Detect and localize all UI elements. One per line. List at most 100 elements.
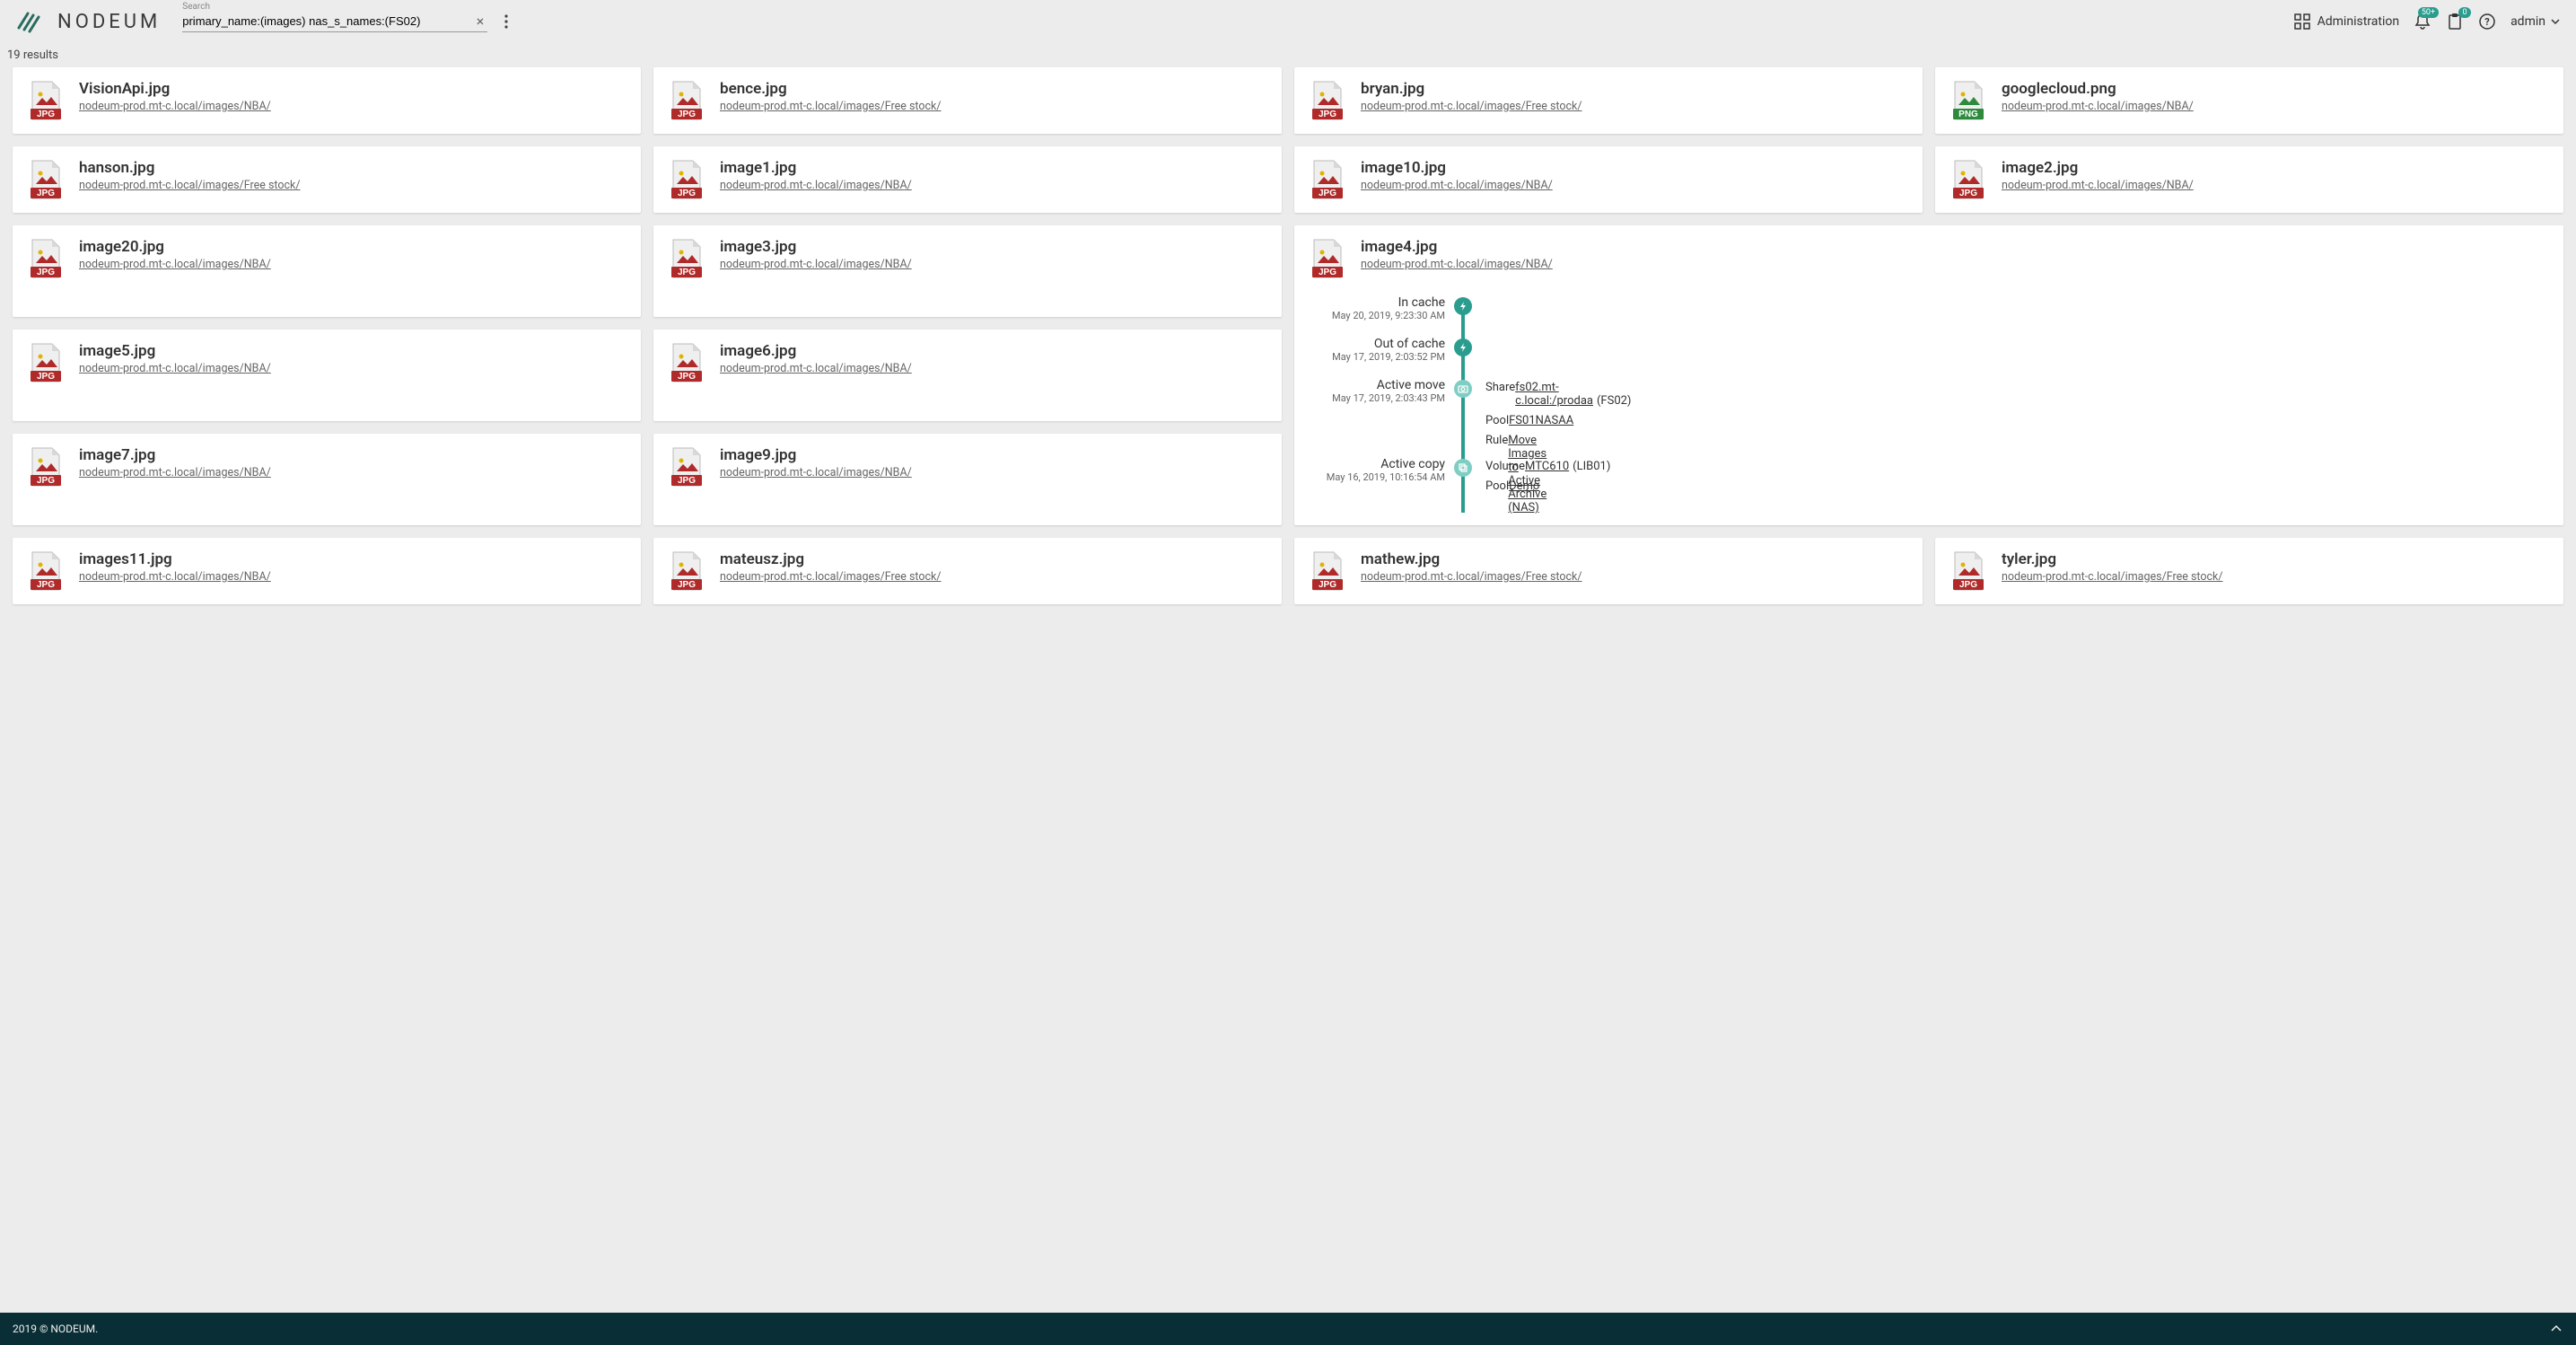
file-path[interactable]: nodeum-prod.mt-c.local/images/Free stock… (1361, 570, 1906, 584)
file-path[interactable]: nodeum-prod.mt-c.local/images/NBA/ (720, 179, 1266, 192)
file-name: tyler.jpg (2002, 550, 2547, 568)
file-path[interactable]: nodeum-prod.mt-c.local/images/NBA/ (2002, 100, 2547, 113)
administration-link[interactable]: Administration (2294, 13, 2399, 30)
search-clear-icon[interactable]: × (477, 13, 485, 30)
jpg-file-icon (29, 159, 63, 200)
user-menu[interactable]: admin (2510, 14, 2562, 29)
file-path[interactable]: nodeum-prod.mt-c.local/images/NBA/ (720, 258, 1266, 271)
jpg-file-icon (670, 550, 704, 592)
scroll-top-button[interactable] (2549, 1322, 2563, 1336)
file-card[interactable]: image2.jpg nodeum-prod.mt-c.local/images… (1935, 146, 2563, 213)
timeline-event: Active move May 17, 2019, 2:03:43 PM Sha… (1310, 378, 1463, 448)
file-card[interactable]: image1.jpg nodeum-prod.mt-c.local/images… (653, 146, 1282, 213)
file-name: image5.jpg (79, 342, 625, 360)
administration-label: Administration (2318, 14, 2399, 29)
jpg-file-icon (29, 342, 63, 383)
timeline-event: Out of cache May 17, 2019, 2:03:52 PM (1310, 337, 1463, 369)
jpg-file-icon (1310, 550, 1345, 592)
timeline-date: May 16, 2019, 10:16:54 AM (1310, 471, 1463, 483)
file-card[interactable]: mathew.jpg nodeum-prod.mt-c.local/images… (1294, 538, 1923, 604)
file-card[interactable]: image5.jpg nodeum-prod.mt-c.local/images… (13, 330, 641, 421)
header: NODEUM Search × Administration 50+ 0 ? a… (0, 0, 2576, 43)
file-card[interactable]: image9.jpg nodeum-prod.mt-c.local/images… (653, 434, 1282, 525)
file-card[interactable]: mateusz.jpg nodeum-prod.mt-c.local/image… (653, 538, 1282, 604)
file-card[interactable]: image10.jpg nodeum-prod.mt-c.local/image… (1294, 146, 1923, 213)
file-card[interactable]: tyler.jpg nodeum-prod.mt-c.local/images/… (1935, 538, 2563, 604)
detail-label: Pool (1485, 414, 1509, 427)
file-path[interactable]: nodeum-prod.mt-c.local/images/NBA/ (79, 466, 625, 479)
brand-name[interactable]: NODEUM (57, 11, 161, 33)
file-card[interactable]: image3.jpg nodeum-prod.mt-c.local/images… (653, 225, 1282, 317)
file-path[interactable]: nodeum-prod.mt-c.local/images/NBA/ (2002, 179, 2547, 192)
jpg-file-icon (29, 446, 63, 488)
jpg-file-icon (670, 80, 704, 121)
file-card[interactable]: bryan.jpg nodeum-prod.mt-c.local/images/… (1294, 67, 1923, 134)
search-label: Search (182, 2, 210, 12)
jpg-file-icon (670, 446, 704, 488)
file-path[interactable]: nodeum-prod.mt-c.local/images/NBA/ (1361, 179, 1906, 192)
file-path[interactable]: nodeum-prod.mt-c.local/images/NBA/ (79, 362, 625, 375)
file-card[interactable]: image7.jpg nodeum-prod.mt-c.local/images… (13, 434, 641, 525)
file-card[interactable]: bence.jpg nodeum-prod.mt-c.local/images/… (653, 67, 1282, 134)
chevron-down-icon (2549, 15, 2562, 28)
jpg-file-icon (29, 80, 63, 121)
file-name: images11.jpg (79, 550, 625, 568)
timeline-label: In cache (1310, 295, 1463, 310)
detail-extra: (LIB01) (1573, 460, 1610, 473)
results-count: 19 results (0, 43, 2576, 67)
timeline-dot-icon (1454, 459, 1472, 477)
jpg-file-icon (29, 238, 63, 279)
file-card[interactable]: hanson.jpg nodeum-prod.mt-c.local/images… (13, 146, 641, 213)
search-input[interactable] (182, 11, 487, 32)
file-name: image7.jpg (79, 446, 625, 464)
notifications-button[interactable]: 50+ (2414, 13, 2431, 31)
file-name: image1.jpg (720, 159, 1266, 177)
file-card[interactable]: VisionApi.jpg nodeum-prod.mt-c.local/ima… (13, 67, 641, 134)
tasks-button[interactable]: 0 (2446, 13, 2464, 31)
file-path[interactable]: nodeum-prod.mt-c.local/images/NBA/ (79, 100, 625, 113)
file-name: image6.jpg (720, 342, 1266, 360)
footer-text: 2019 © NODEUM. (13, 1323, 98, 1335)
file-name: googlecloud.png (2002, 80, 2547, 98)
timeline-event: In cache May 20, 2019, 9:23:30 AM (1310, 295, 1463, 328)
png-file-icon (1951, 80, 1985, 121)
results-grid: VisionApi.jpg nodeum-prod.mt-c.local/ima… (0, 67, 2576, 622)
detail-value[interactable]: FS01NASAA (1509, 414, 1573, 427)
file-card-expanded[interactable]: image4.jpg nodeum-prod.mt-c.local/images… (1294, 225, 2563, 525)
user-name: admin (2510, 14, 2545, 29)
notifications-badge: 50+ (2418, 7, 2439, 18)
more-vert-icon[interactable] (498, 13, 514, 30)
file-path[interactable]: nodeum-prod.mt-c.local/images/NBA/ (1361, 258, 2547, 271)
file-path[interactable]: nodeum-prod.mt-c.local/images/Free stock… (2002, 570, 2547, 584)
file-path[interactable]: nodeum-prod.mt-c.local/images/Free stock… (720, 570, 1266, 584)
detail-value[interactable]: Move Images to Active Archive (NAS) (1508, 434, 1546, 514)
timeline-date: May 20, 2019, 9:23:30 AM (1310, 310, 1463, 321)
file-card[interactable]: image6.jpg nodeum-prod.mt-c.local/images… (653, 330, 1282, 421)
timeline-label: Active move (1310, 378, 1463, 392)
header-actions: Administration 50+ 0 ? admin (2294, 13, 2562, 31)
file-path[interactable]: nodeum-prod.mt-c.local/images/NBA/ (79, 570, 625, 584)
detail-value[interactable]: MTC610 (1525, 460, 1569, 473)
file-path[interactable]: nodeum-prod.mt-c.local/images/Free stock… (720, 100, 1266, 113)
file-path[interactable]: nodeum-prod.mt-c.local/images/NBA/ (720, 466, 1266, 479)
file-path[interactable]: nodeum-prod.mt-c.local/images/Free stock… (79, 179, 625, 192)
detail-label: Share (1485, 381, 1515, 408)
file-path[interactable]: nodeum-prod.mt-c.local/images/Free stock… (1361, 100, 1906, 113)
help-button[interactable]: ? (2478, 13, 2496, 31)
logo-mark[interactable] (14, 7, 43, 36)
file-card[interactable]: images11.jpg nodeum-prod.mt-c.local/imag… (13, 538, 641, 604)
timeline-dot-icon (1454, 338, 1472, 356)
file-card[interactable]: image20.jpg nodeum-prod.mt-c.local/image… (13, 225, 641, 317)
detail-value[interactable]: fs02.mt-c.local:/prodaa (1515, 381, 1593, 408)
timeline-date: May 17, 2019, 2:03:52 PM (1310, 351, 1463, 363)
file-path[interactable]: nodeum-prod.mt-c.local/images/NBA/ (79, 258, 625, 271)
file-card[interactable]: googlecloud.png nodeum-prod.mt-c.local/i… (1935, 67, 2563, 134)
file-path[interactable]: nodeum-prod.mt-c.local/images/NBA/ (720, 362, 1266, 375)
file-name: image10.jpg (1361, 159, 1906, 177)
jpg-file-icon (670, 159, 704, 200)
file-name: image20.jpg (79, 238, 625, 256)
file-name: image2.jpg (2002, 159, 2547, 177)
jpg-file-icon (670, 238, 704, 279)
detail-value[interactable]: Demo (1509, 479, 1539, 493)
file-name: bence.jpg (720, 80, 1266, 98)
